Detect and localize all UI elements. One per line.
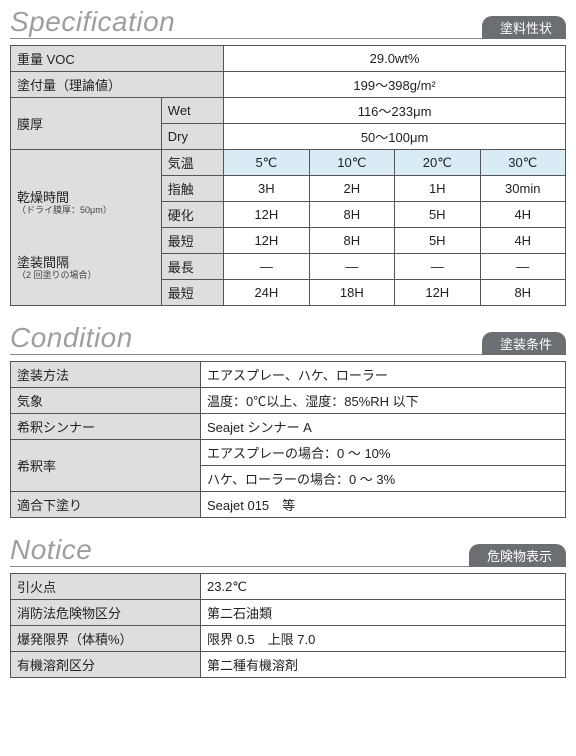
table-row: 塗付量（理論値） 199～398g/m² — [11, 72, 566, 98]
flash-value: 23.2℃ — [201, 574, 566, 600]
max-1: — — [309, 254, 394, 280]
drytime-text: 乾燥時間 — [17, 190, 69, 205]
min2-0: 24H — [224, 280, 309, 306]
dilution-value1: エアスプレーの場合：0 ～ 10% — [201, 440, 566, 466]
notice-section: Notice 危険物表示 引火点 23.2℃ 消防法危険物区分 第二石油類 爆発… — [10, 536, 566, 678]
method-label: 塗装方法 — [11, 362, 201, 388]
condition-header: Condition 塗装条件 — [10, 324, 566, 355]
table-row: 有機溶剤区分 第二種有機溶剤 — [11, 652, 566, 678]
cure-label: 硬化 — [161, 202, 223, 228]
solvent-label: 有機溶剤区分 — [11, 652, 201, 678]
cure-1: 8H — [309, 202, 394, 228]
coverage-label: 塗付量（理論値） — [11, 72, 224, 98]
coverage-value: 199～398g/m² — [224, 72, 566, 98]
table-row: 気象 温度：0℃以上、湿度：85%RH 以下 — [11, 388, 566, 414]
weather-value: 温度：0℃以上、湿度：85%RH 以下 — [201, 388, 566, 414]
table-row: 乾燥時間 （ドライ膜厚：50μm） 指触 3H 2H 1H 30min — [11, 176, 566, 202]
touch-1: 2H — [309, 176, 394, 202]
table-row: 爆発限界（体積%） 限界 0.5 上限 7.0 — [11, 626, 566, 652]
condition-table: 塗装方法 エアスプレー、ハケ、ローラー 気象 温度：0℃以上、湿度：85%RH … — [10, 361, 566, 518]
max-2: — — [395, 254, 480, 280]
notice-header: Notice 危険物表示 — [10, 536, 566, 567]
max-3: — — [480, 254, 566, 280]
film-wet-label: Wet — [161, 98, 223, 124]
table-row: 塗装間隔 （2 回塗りの場合） 最短 12H 8H 5H 4H — [11, 228, 566, 254]
table-row: 希釈シンナー Seajet シンナー A — [11, 414, 566, 440]
spec-table: 重量 VOC 29.0wt% 塗付量（理論値） 199～398g/m² 膜厚 W… — [10, 45, 566, 306]
dilution-value2: ハケ、ローラーの場合：0 ～ 3% — [201, 466, 566, 492]
spec-badge: 塗料性状 — [482, 16, 566, 39]
film-dry-value: 50～100μm — [224, 124, 566, 150]
cure-3: 4H — [480, 202, 566, 228]
cure-2: 5H — [395, 202, 480, 228]
touch-0: 3H — [224, 176, 309, 202]
undercoat-label: 適合下塗り — [11, 492, 201, 518]
spec-header: Specification 塗料性状 — [10, 8, 566, 39]
undercoat-value: Seajet 015 等 — [201, 492, 566, 518]
notice-badge: 危険物表示 — [469, 544, 566, 567]
interval-label: 塗装間隔 （2 回塗りの場合） — [11, 228, 162, 306]
min1-0: 12H — [224, 228, 309, 254]
max-label: 最長 — [161, 254, 223, 280]
thinner-label: 希釈シンナー — [11, 414, 201, 440]
table-row: 消防法危険物区分 第二石油類 — [11, 600, 566, 626]
fire-value: 第二石油類 — [201, 600, 566, 626]
interval-sub: （2 回塗りの場合） — [17, 271, 155, 281]
voc-value: 29.0wt% — [224, 46, 566, 72]
dilution-label: 希釈率 — [11, 440, 201, 492]
temp-2: 20℃ — [395, 150, 480, 176]
film-wet-value: 116～233μm — [224, 98, 566, 124]
notice-table: 引火点 23.2℃ 消防法危険物区分 第二石油類 爆発限界（体積%） 限界 0.… — [10, 573, 566, 678]
film-label: 膜厚 — [11, 98, 162, 150]
film-dry-label: Dry — [161, 124, 223, 150]
solvent-value: 第二種有機溶剤 — [201, 652, 566, 678]
temp-0: 5℃ — [224, 150, 309, 176]
condition-section: Condition 塗装条件 塗装方法 エアスプレー、ハケ、ローラー 気象 温度… — [10, 324, 566, 518]
touch-label: 指触 — [161, 176, 223, 202]
fire-label: 消防法危険物区分 — [11, 600, 201, 626]
drytime-label: 乾燥時間 （ドライ膜厚：50μm） — [11, 176, 162, 228]
drytime-sub: （ドライ膜厚：50μm） — [17, 206, 155, 216]
min2-2: 12H — [395, 280, 480, 306]
spacer-cell — [11, 150, 162, 176]
condition-badge: 塗装条件 — [482, 332, 566, 355]
touch-2: 1H — [395, 176, 480, 202]
min1-1: 8H — [309, 228, 394, 254]
spec-section: Specification 塗料性状 重量 VOC 29.0wt% 塗付量（理論… — [10, 8, 566, 306]
method-value: エアスプレー、ハケ、ローラー — [201, 362, 566, 388]
min1-3: 4H — [480, 228, 566, 254]
explosion-label: 爆発限界（体積%） — [11, 626, 201, 652]
table-row: 重量 VOC 29.0wt% — [11, 46, 566, 72]
table-row: 引火点 23.2℃ — [11, 574, 566, 600]
min2-label: 最短 — [161, 280, 223, 306]
explosion-value: 限界 0.5 上限 7.0 — [201, 626, 566, 652]
table-row: 膜厚 Wet 116～233μm — [11, 98, 566, 124]
flash-label: 引火点 — [11, 574, 201, 600]
table-row: 塗装方法 エアスプレー、ハケ、ローラー — [11, 362, 566, 388]
table-row: 気温 5℃ 10℃ 20℃ 30℃ — [11, 150, 566, 176]
min1-2: 5H — [395, 228, 480, 254]
temp-3: 30℃ — [480, 150, 566, 176]
cure-0: 12H — [224, 202, 309, 228]
temp-label: 気温 — [161, 150, 223, 176]
weather-label: 気象 — [11, 388, 201, 414]
min2-1: 18H — [309, 280, 394, 306]
thinner-value: Seajet シンナー A — [201, 414, 566, 440]
table-row: 適合下塗り Seajet 015 等 — [11, 492, 566, 518]
touch-3: 30min — [480, 176, 566, 202]
min1-label: 最短 — [161, 228, 223, 254]
max-0: — — [224, 254, 309, 280]
table-row: 希釈率 エアスプレーの場合：0 ～ 10% — [11, 440, 566, 466]
temp-1: 10℃ — [309, 150, 394, 176]
voc-label: 重量 VOC — [11, 46, 224, 72]
interval-text: 塗装間隔 — [17, 255, 69, 270]
min2-3: 8H — [480, 280, 566, 306]
